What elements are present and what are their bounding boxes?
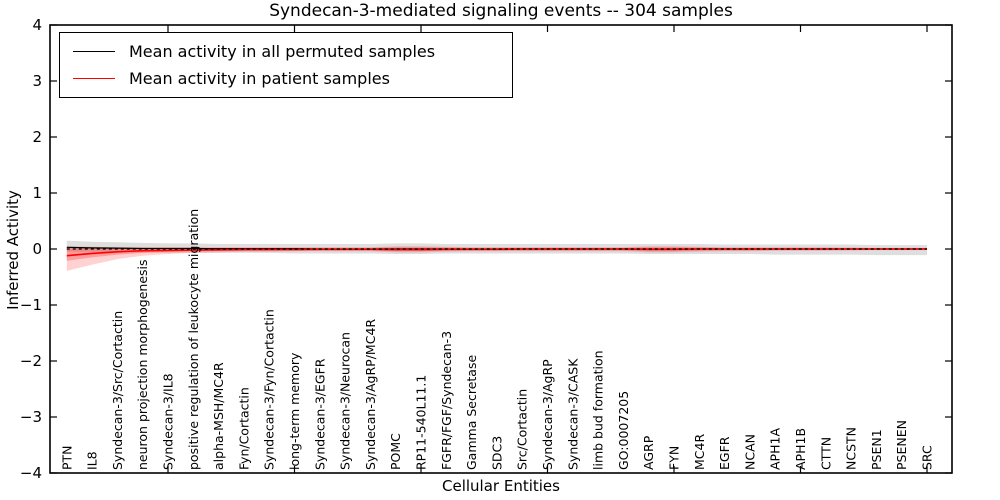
- entity-label: Syndecan-3/Src/Cortactin: [110, 311, 125, 470]
- permuted-line-swatch-icon: [73, 50, 115, 52]
- y-tick-label: 0: [32, 240, 42, 258]
- entity-label: APH1B: [793, 428, 808, 470]
- entity-label: long-term memory: [287, 352, 302, 470]
- entity-label: positive regulation of leukocyte migrati…: [186, 209, 201, 470]
- entity-label: APH1A: [768, 428, 783, 470]
- permuted-band: [66, 240, 928, 256]
- entity-label: GO:0007205: [616, 391, 631, 470]
- y-tick-label: −3: [20, 408, 42, 426]
- entity-label: PSEN1: [869, 429, 884, 470]
- entity-label: PTN: [59, 445, 74, 470]
- entity-label: Src/Cortactin: [515, 389, 530, 470]
- y-tick-label: −4: [20, 464, 42, 482]
- entity-label: Syndecan-3/AgRP/MC4R: [363, 319, 378, 470]
- legend-item-permuted: Mean activity in all permuted samples: [73, 42, 512, 61]
- chart-title: Syndecan-3-mediated signaling events -- …: [269, 1, 733, 21]
- y-tick-label: 3: [32, 72, 42, 90]
- entity-label: alpha-MSH/MC4R: [211, 362, 226, 470]
- entity-label: Syndecan-3/EGFR: [312, 358, 327, 470]
- entity-label: NCSTN: [844, 427, 859, 470]
- y-tick-label: 2: [32, 128, 42, 146]
- y-tick-label: 4: [32, 16, 42, 34]
- entity-label: FGFR/FGF/Syndecan-3: [439, 331, 454, 470]
- x-axis-label: Cellular Entities: [442, 477, 560, 495]
- legend-label-permuted: Mean activity in all permuted samples: [129, 41, 436, 61]
- entity-label: IL8: [85, 451, 100, 470]
- entity-label: Syndecan-3/Neurocan: [338, 332, 353, 470]
- y-tick-label: −1: [20, 296, 42, 314]
- entity-label: FYN: [667, 446, 682, 470]
- entity-label: MC4R: [692, 434, 707, 470]
- entity-label: EGFR: [717, 436, 732, 470]
- entity-label: neuron projection morphogenesis: [135, 259, 150, 470]
- legend-item-patient: Mean activity in patient samples: [73, 69, 512, 88]
- entity-label: RP11-540L11.1: [414, 375, 429, 470]
- y-axis-label: Inferred Activity: [4, 190, 22, 310]
- entity-label: PSENEN: [894, 420, 909, 470]
- entity-label: Fyn/Cortactin: [236, 387, 251, 470]
- entity-label: limb bud formation: [591, 350, 606, 470]
- entity-label: Syndecan-3/AgRP: [540, 359, 555, 470]
- legend-label-patient: Mean activity in patient samples: [129, 69, 390, 89]
- entity-label: SRC: [920, 445, 935, 470]
- entity-label: SDC3: [489, 436, 504, 470]
- entity-label: POMC: [388, 433, 403, 470]
- entity-label: Gamma Secretase: [464, 355, 479, 470]
- entity-label: Syndecan-3/IL8: [161, 373, 176, 470]
- entity-label: CTTN: [818, 437, 833, 470]
- entity-label: NCAN: [742, 434, 757, 470]
- entity-label: Syndecan-3/CASK: [565, 358, 580, 470]
- entity-label: Syndecan-3/Fyn/Cortactin: [262, 309, 277, 470]
- legend: Mean activity in all permuted samples Me…: [59, 32, 513, 98]
- patient-line-swatch-icon: [73, 78, 115, 80]
- y-tick-label: −2: [20, 352, 42, 370]
- y-tick-label: 1: [32, 184, 42, 202]
- entity-label: AGRP: [641, 435, 656, 470]
